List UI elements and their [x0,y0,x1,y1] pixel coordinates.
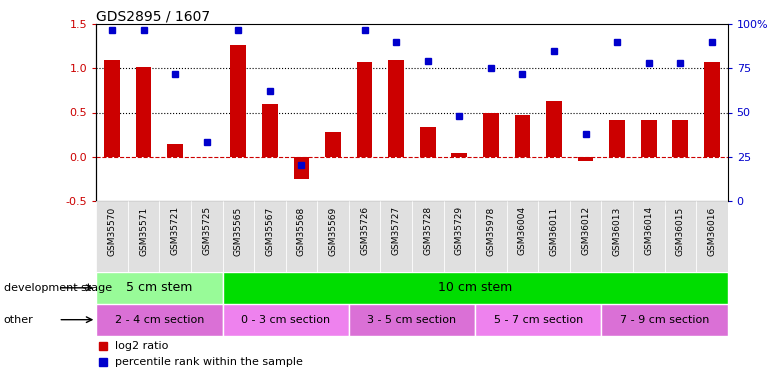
Text: GSM35727: GSM35727 [392,206,400,255]
Text: other: other [4,315,34,325]
Text: GSM36014: GSM36014 [644,206,653,255]
Bar [104,60,120,157]
Bar [451,153,467,157]
Text: GSM36012: GSM36012 [581,206,590,255]
Bar [191,201,223,272]
Bar [633,201,665,272]
Bar [672,120,688,157]
Text: GSM36015: GSM36015 [676,206,685,256]
Bar [578,157,594,161]
Bar [665,201,696,272]
Text: development stage: development stage [4,283,112,293]
Bar [96,304,223,336]
Bar [223,304,349,336]
Text: 3 - 5 cm section: 3 - 5 cm section [367,315,457,325]
Bar [325,132,341,157]
Bar [609,120,625,157]
Bar [357,62,373,157]
Bar [136,67,152,157]
Bar [96,201,128,272]
Text: GSM35728: GSM35728 [424,206,432,255]
Bar [483,112,499,157]
Bar [538,201,570,272]
Bar [286,201,317,272]
Text: 5 - 7 cm section: 5 - 7 cm section [494,315,583,325]
Bar [475,201,507,272]
Bar [167,144,183,157]
Bar [254,201,286,272]
Bar [641,120,657,157]
Text: GSM35567: GSM35567 [266,206,274,256]
Bar [412,201,444,272]
Bar [601,304,728,336]
Bar [96,272,223,304]
Text: percentile rank within the sample: percentile rank within the sample [116,357,303,368]
Text: GSM35726: GSM35726 [360,206,369,255]
Text: GSM36013: GSM36013 [613,206,621,256]
Text: GSM35571: GSM35571 [139,206,148,256]
Bar [570,201,601,272]
Bar [507,201,538,272]
Text: 10 cm stem: 10 cm stem [438,281,512,294]
Bar [696,201,728,272]
Bar [475,304,601,336]
Text: GSM35569: GSM35569 [329,206,337,256]
Bar [349,304,475,336]
Bar [159,201,191,272]
Bar [223,201,254,272]
Bar [223,272,728,304]
Bar [317,201,349,272]
Text: GSM36016: GSM36016 [708,206,716,256]
Text: 7 - 9 cm section: 7 - 9 cm section [620,315,709,325]
Text: GSM35725: GSM35725 [203,206,211,255]
Bar [380,201,412,272]
Text: GDS2895 / 1607: GDS2895 / 1607 [96,9,210,23]
Text: log2 ratio: log2 ratio [116,340,169,351]
Bar [388,60,404,157]
Bar [230,45,246,157]
Text: GSM36004: GSM36004 [518,206,527,255]
Text: GSM35568: GSM35568 [297,206,306,256]
Text: GSM35729: GSM35729 [455,206,464,255]
Text: GSM35978: GSM35978 [487,206,495,256]
Text: 0 - 3 cm section: 0 - 3 cm section [241,315,330,325]
Bar [546,101,562,157]
Bar [420,128,436,157]
Text: GSM35570: GSM35570 [108,206,116,256]
Bar [128,201,159,272]
Bar [444,201,475,272]
Text: 5 cm stem: 5 cm stem [126,281,192,294]
Text: 2 - 4 cm section: 2 - 4 cm section [115,315,204,325]
Bar [262,104,278,157]
Bar [349,201,380,272]
Bar [704,62,720,157]
Text: GSM35565: GSM35565 [234,206,243,256]
Text: GSM35721: GSM35721 [171,206,179,255]
Text: GSM36011: GSM36011 [550,206,558,256]
Bar [601,201,633,272]
Bar [514,115,531,157]
Bar [293,157,310,178]
